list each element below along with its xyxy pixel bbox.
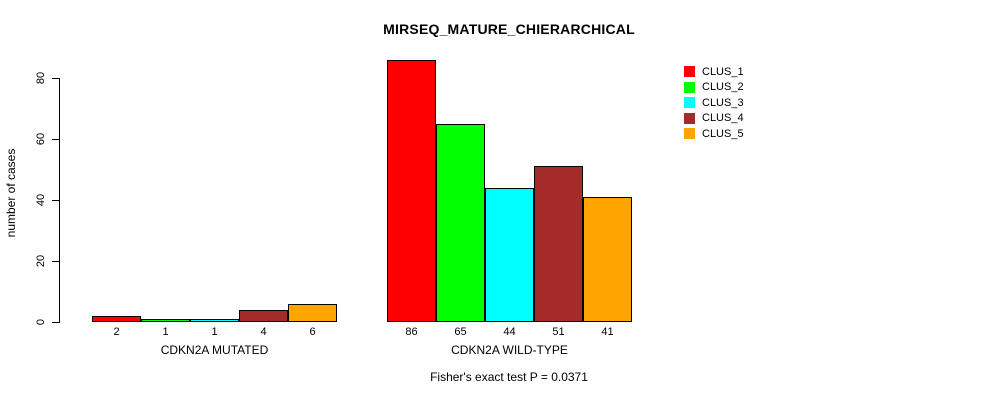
bar-value-label: 6 (309, 326, 316, 338)
chart-title: MIRSEQ_MATURE_CHIERARCHICAL (383, 21, 635, 37)
legend-swatch-icon (684, 66, 695, 78)
y-axis-tick-label: 40 (35, 193, 47, 207)
legend-item-label: CLUS_4 (702, 112, 744, 125)
legend-item-label: CLUS_3 (702, 96, 744, 109)
bar-clus_3-mutated (190, 319, 239, 322)
fisher-test-annotation: Fisher's exact test P = 0.0371 (430, 370, 588, 384)
legend-item-clus_2: CLUS_2 (684, 80, 744, 96)
bar-value-label: 44 (503, 326, 516, 338)
legend: CLUS_1 CLUS_2 CLUS_3 CLUS_4 CLUS_5 (684, 64, 744, 142)
legend-item-label: CLUS_5 (702, 127, 744, 140)
bar-value-label: 41 (601, 326, 614, 338)
y-axis-tick-label: 20 (35, 254, 47, 268)
legend-swatch-icon (684, 81, 695, 93)
bar-clus_4-mutated (239, 310, 288, 322)
bar-clus_2-mutated (141, 319, 190, 322)
legend-item-clus_5: CLUS_5 (684, 126, 744, 142)
y-axis-tick-label: 80 (35, 71, 47, 85)
bar-value-label: 51 (552, 326, 565, 338)
y-axis-tick (52, 322, 59, 323)
legend-item-label: CLUS_1 (702, 65, 744, 78)
bar-clus_2-wild-type (436, 124, 485, 322)
y-axis-tick (52, 139, 59, 140)
bar-clus_1-wild-type (387, 60, 436, 322)
y-axis-tick (52, 261, 59, 262)
legend-item-clus_1: CLUS_1 (684, 64, 744, 80)
group-label: CDKN2A MUTATED (160, 343, 269, 357)
bar-clus_5-wild-type (583, 197, 632, 322)
y-axis-tick (52, 200, 59, 201)
legend-item-clus_4: CLUS_4 (684, 111, 744, 127)
y-axis-line (59, 78, 60, 323)
y-axis-tick (52, 78, 59, 79)
legend-item-label: CLUS_2 (702, 81, 744, 94)
bar-value-label: 1 (211, 326, 218, 338)
legend-swatch-icon (684, 128, 695, 140)
bar-value-label: 1 (162, 326, 169, 338)
bar-value-label: 4 (260, 326, 267, 338)
bar-value-label: 65 (454, 326, 467, 338)
bar-clus_3-wild-type (485, 188, 534, 322)
bar-value-label: 86 (405, 326, 418, 338)
legend-swatch-icon (684, 112, 695, 124)
legend-swatch-icon (684, 97, 695, 109)
y-axis-label: number of cases (4, 148, 18, 238)
bar-value-label: 2 (113, 326, 120, 338)
legend-item-clus_3: CLUS_3 (684, 95, 744, 111)
y-axis-tick-label: 60 (35, 132, 47, 146)
bar-clus_1-mutated (92, 316, 141, 322)
group-label: CDKN2A WILD-TYPE (451, 343, 568, 357)
bar-clus_4-wild-type (534, 166, 583, 322)
bar-clus_5-mutated (288, 304, 337, 322)
y-axis-tick-label: 0 (35, 318, 47, 326)
